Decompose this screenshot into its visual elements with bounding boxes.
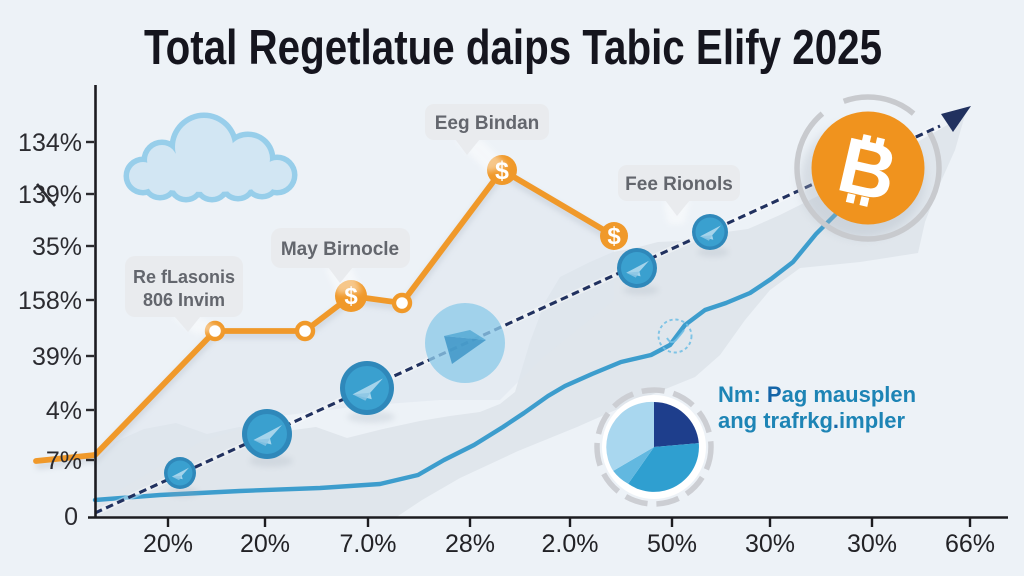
svg-text:7%: 7%: [46, 447, 82, 475]
svg-text:Nm: Pag mausplen: Nm: Pag mausplen: [718, 382, 916, 407]
svg-text:28%: 28%: [445, 530, 495, 558]
svg-text:Eeg Bindan: Eeg Bindan: [435, 113, 540, 134]
svg-text:4%: 4%: [46, 397, 82, 425]
svg-text:20%: 20%: [143, 530, 193, 558]
svg-text:ang trafrkg.impler: ang trafrkg.impler: [718, 408, 906, 433]
svg-text:66%: 66%: [945, 530, 995, 558]
svg-text:50%: 50%: [647, 530, 697, 558]
svg-text:158%: 158%: [18, 287, 82, 315]
svg-text:30%: 30%: [847, 530, 897, 558]
svg-text:Re fLasonis: Re fLasonis: [133, 267, 235, 287]
svg-text:2.0%: 2.0%: [542, 530, 599, 558]
svg-text:20%: 20%: [240, 530, 290, 558]
svg-text:806 Invim: 806 Invim: [143, 290, 225, 310]
svg-text:134%: 134%: [18, 129, 82, 157]
svg-text:7.0%: 7.0%: [340, 530, 397, 558]
svg-text:35%: 35%: [32, 233, 82, 261]
svg-text:Fee Rionols: Fee Rionols: [625, 174, 733, 195]
svg-text:0: 0: [64, 503, 78, 531]
svg-text:139%: 139%: [18, 181, 82, 209]
svg-text:30%: 30%: [745, 530, 795, 558]
svg-text:39%: 39%: [32, 343, 82, 371]
svg-text:May Birnocle: May Birnocle: [281, 239, 399, 260]
svg-text:$: $: [607, 223, 621, 250]
svg-text:Total Regetlatue daips Tabic E: Total Regetlatue daips Tabic Elify 2025: [144, 21, 882, 75]
